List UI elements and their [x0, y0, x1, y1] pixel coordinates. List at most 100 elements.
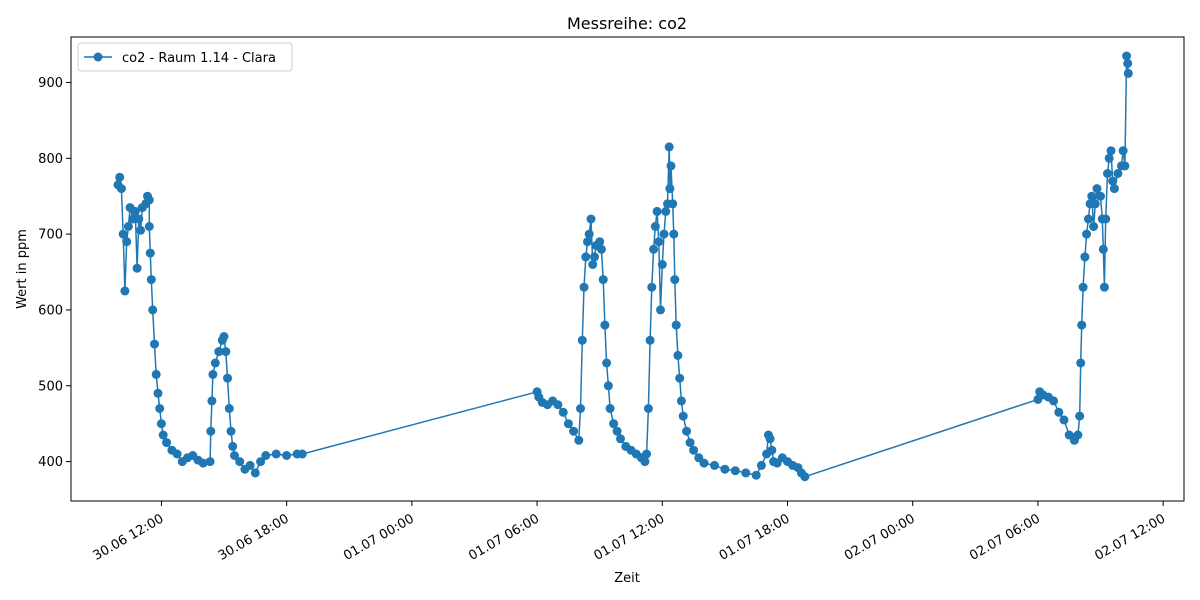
data-point	[605, 404, 615, 413]
data-point	[1113, 169, 1123, 178]
data-point	[1123, 59, 1133, 68]
data-point	[595, 237, 605, 247]
data-point	[657, 260, 667, 269]
data-point	[1078, 282, 1088, 292]
data-point	[123, 222, 133, 231]
data-point	[685, 438, 695, 448]
data-point	[151, 369, 161, 379]
data-point	[1096, 191, 1105, 201]
data-point	[224, 404, 234, 413]
data-point	[676, 396, 686, 406]
data-point	[1077, 320, 1087, 330]
data-point	[730, 466, 740, 476]
data-point	[751, 470, 761, 480]
data-point	[206, 426, 216, 436]
data-point	[1101, 214, 1111, 224]
data-point	[132, 263, 142, 273]
data-point	[656, 305, 665, 315]
data-point	[612, 426, 622, 436]
data-point	[1118, 146, 1128, 156]
data-point	[1089, 222, 1099, 231]
data-point	[245, 460, 255, 470]
data-point	[162, 438, 172, 448]
data-point	[664, 142, 674, 152]
y-axis-title: Wert in ppm	[15, 229, 30, 309]
data-point	[235, 457, 245, 467]
data-point	[600, 320, 610, 330]
data-point	[156, 419, 166, 429]
data-point	[720, 464, 730, 474]
data-point	[596, 244, 606, 254]
data-point	[1054, 407, 1064, 417]
y-tick-label: 600	[38, 303, 63, 318]
data-point	[579, 282, 589, 292]
data-point	[256, 457, 266, 467]
data-point	[198, 458, 208, 468]
data-point	[1090, 199, 1100, 209]
data-point	[673, 350, 683, 360]
data-point	[219, 332, 229, 341]
legend-label: co2 - Raum 1.14 - Clara	[122, 51, 276, 66]
data-point	[115, 172, 125, 182]
y-tick-label: 700	[38, 228, 63, 243]
plot-frame	[70, 36, 1185, 502]
data-point	[668, 199, 678, 209]
data-point	[669, 229, 679, 239]
chart-title: Messreihe: co2	[567, 14, 687, 33]
data-point	[558, 407, 568, 417]
data-point	[642, 449, 652, 459]
data-point	[1099, 282, 1109, 292]
legend-marker-swatch	[93, 52, 103, 62]
data-point	[765, 434, 775, 444]
y-tick-label: 500	[38, 379, 63, 394]
data-point	[1109, 184, 1119, 194]
data-point	[226, 426, 236, 436]
data-point	[583, 237, 592, 247]
data-point	[145, 248, 155, 258]
data-point	[649, 244, 659, 254]
data-point	[569, 426, 579, 436]
data-point	[576, 404, 585, 413]
data-point	[208, 369, 218, 379]
y-tick-label: 900	[38, 76, 63, 91]
data-point	[116, 184, 126, 194]
data-point	[136, 225, 146, 235]
data-point	[1098, 244, 1108, 254]
data-point	[645, 335, 655, 345]
data-point	[670, 275, 680, 285]
data-point	[563, 419, 573, 429]
data-point	[710, 460, 719, 470]
data-point	[767, 445, 777, 455]
data-point	[1082, 229, 1092, 239]
data-point	[584, 229, 594, 239]
plot-area	[113, 51, 1133, 482]
data-point	[666, 161, 676, 171]
data-point	[616, 434, 625, 444]
data-point	[800, 472, 810, 482]
data-point	[158, 430, 168, 440]
data-point	[120, 286, 130, 296]
legend: co2 - Raum 1.14 - Clara	[77, 42, 293, 72]
data-point	[1083, 214, 1093, 224]
data-point	[146, 275, 156, 285]
data-point	[654, 237, 664, 247]
data-point	[205, 457, 215, 467]
data-point	[172, 449, 182, 459]
data-point	[602, 358, 612, 368]
legend-box	[77, 42, 293, 72]
data-point	[678, 411, 688, 421]
data-point	[122, 237, 132, 247]
data-point	[1123, 68, 1133, 78]
data-point	[1080, 252, 1090, 262]
data-point	[598, 275, 608, 285]
data-point	[1104, 153, 1114, 163]
data-point	[577, 335, 587, 345]
data-point	[230, 451, 239, 460]
x-axis-title: Zeit	[614, 571, 640, 586]
data-point	[659, 229, 669, 239]
data-point	[118, 229, 128, 239]
data-point	[250, 468, 260, 478]
data-point	[640, 457, 650, 467]
data-point	[741, 468, 751, 478]
data-point	[1059, 415, 1069, 425]
